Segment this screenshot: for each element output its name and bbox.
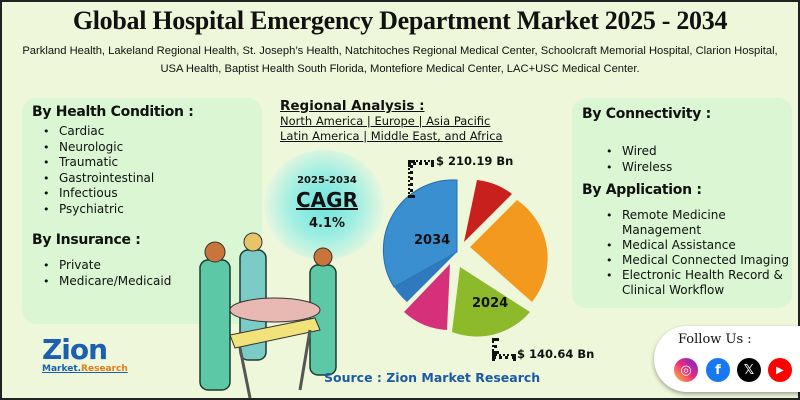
health-condition-section: By Health Condition : Cardiac Neurologic… — [32, 104, 194, 217]
insurance-title: By Insurance : — [32, 232, 141, 248]
follow-us-label: Follow Us : — [678, 332, 752, 347]
insurance-list: Private Medicare/Medicaid — [43, 258, 239, 290]
application-section: By Application : Remote Medicine Managem… — [582, 182, 789, 297]
cagr-value: 4.1% — [308, 216, 346, 231]
application-title: By Application : — [582, 182, 702, 198]
instagram-icon[interactable]: ◎ — [674, 358, 698, 382]
medical-team-illustration — [199, 232, 337, 399]
list-item: Neurologic — [43, 140, 239, 156]
list-item: Psychiatric — [43, 202, 239, 218]
pie-label-2024: 2024 — [472, 296, 508, 311]
list-item: Gastrointestinal — [43, 171, 239, 187]
facebook-icon[interactable]: f — [706, 358, 730, 382]
cagr-years: 2025-2034 — [297, 175, 357, 186]
cagr-glow — [264, 150, 384, 260]
list-item: Cardiac — [43, 124, 239, 140]
regional-line-2: Latin America | Middle East, and Africa — [280, 129, 503, 143]
pie-label-2034: 2034 — [414, 233, 450, 248]
list-item: Traumatic — [43, 155, 239, 171]
health-condition-title: By Health Condition : — [32, 104, 194, 120]
list-item: Medicare/Medicaid — [43, 274, 239, 290]
health-condition-list: Cardiac Neurologic Traumatic Gastrointes… — [43, 124, 239, 218]
connectivity-section: By Connectivity : Wired Wireless — [582, 106, 711, 175]
application-list: Remote Medicine Management Medical Assis… — [606, 208, 800, 298]
pointer-line-2024-vertical — [492, 338, 497, 354]
regional-line-1: North America | Europe | Asia Pacific — [280, 114, 491, 128]
list-item: Wired — [606, 144, 772, 160]
list-item: Medical Assistance — [606, 238, 800, 253]
pointer-line-2024 — [492, 354, 516, 359]
connectivity-list: Wired Wireless — [606, 144, 772, 176]
regional-title: Regional Analysis : — [280, 98, 425, 114]
logo-main: Zion — [42, 333, 108, 366]
cagr-label: CAGR — [296, 188, 358, 212]
list-item: Wireless — [606, 160, 772, 176]
connectivity-title: By Connectivity : — [582, 106, 711, 122]
logo-subtitle: Market.Research — [42, 364, 128, 374]
value-2024: $ 140.64 Bn — [517, 347, 595, 361]
page-title: Global Hospital Emergency Department Mar… — [72, 6, 728, 35]
market-pie-chart: 2034 2024 — [382, 179, 548, 337]
value-2034: $ 210.19 Bn — [436, 154, 514, 168]
regional-analysis: Regional Analysis : North America | Euro… — [280, 98, 530, 144]
list-item: Infectious — [43, 186, 239, 202]
list-item: Medical Connected Imaging — [606, 253, 800, 268]
x-icon[interactable]: 𝕏 — [737, 358, 761, 382]
list-item: Remote Medicine Management — [606, 208, 800, 238]
youtube-icon[interactable]: ▶ — [768, 358, 792, 382]
source-text: Source : Zion Market Research — [324, 370, 541, 385]
list-item: Electronic Health Record & Clinical Work… — [606, 268, 800, 298]
zion-logo: Zion Market.Research — [42, 333, 128, 375]
list-item: Private — [43, 258, 239, 274]
pointer-line-2034-vertical — [408, 160, 413, 198]
key-players-text: Parkland Health, Lakeland Regional Healt… — [22, 45, 778, 75]
insurance-section: By Insurance : Private Medicare/Medicaid — [32, 232, 171, 289]
